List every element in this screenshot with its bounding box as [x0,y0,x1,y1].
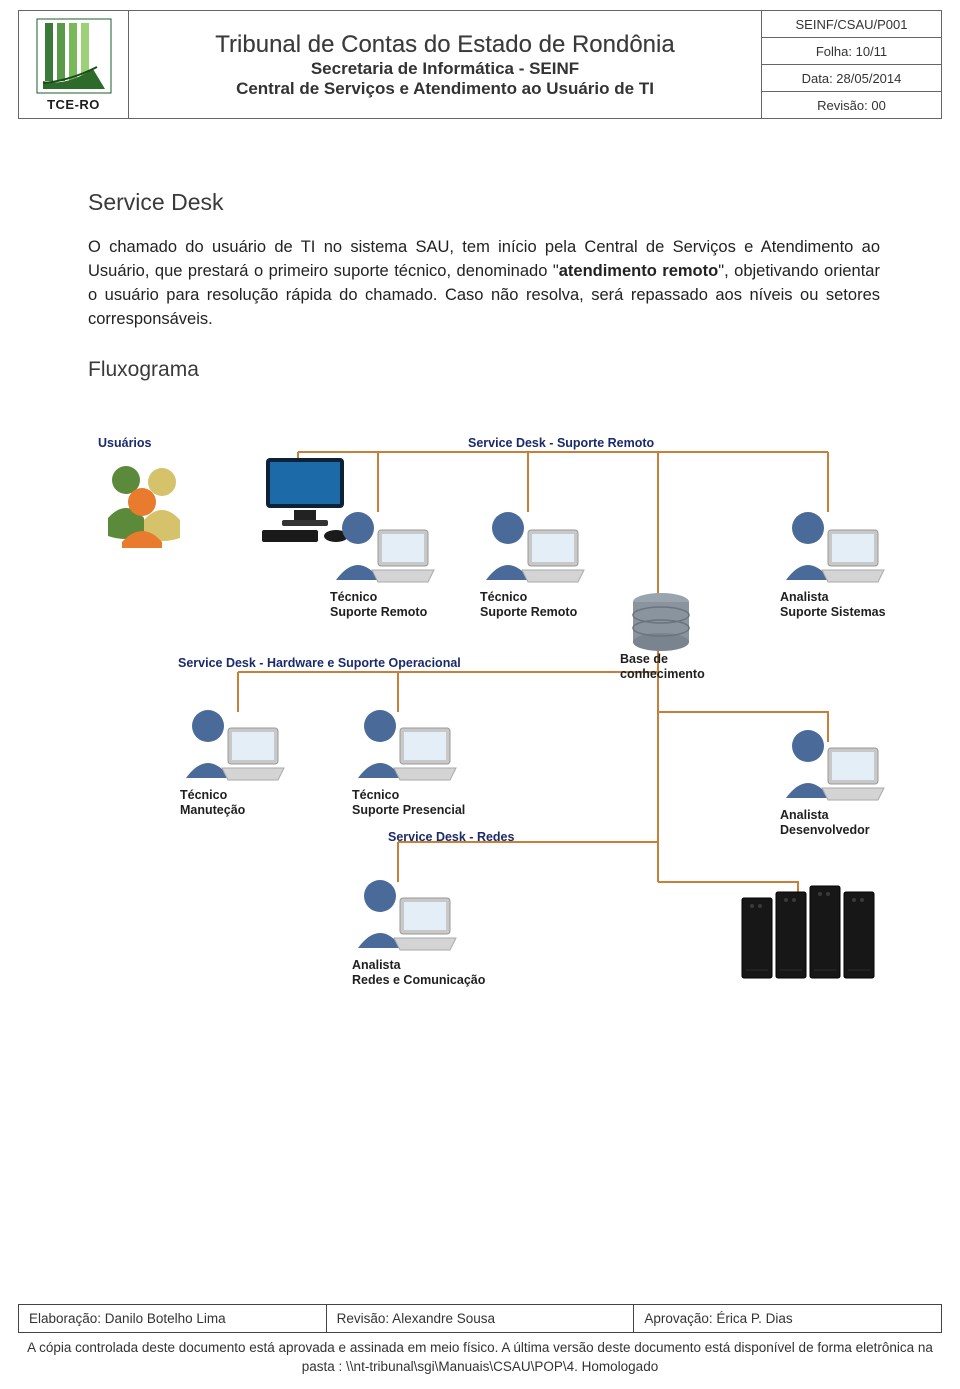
label-tec-remoto-2: Técnico Suporte Remoto [480,590,577,621]
label-analista-dev: Analista Desenvolvedor [780,808,870,839]
logo-caption: TCE-RO [47,97,100,112]
footer-revisao: Revisão: Alexandre Sousa [326,1305,634,1333]
doc-id: SEINF/CSAU/P001 [762,11,941,38]
meta-cell: SEINF/CSAU/P001 Folha: 10/11 Data: 28/05… [761,11,941,118]
label-base-conhec: Base de conhecimento [620,652,705,683]
service-desk-diagram: Usuários [98,412,918,1032]
footer-aprovacao: Aprovação: Érica P. Dias [634,1305,942,1333]
footer-table: Elaboração: Danilo Botelho Lima Revisão:… [18,1304,942,1333]
org-subtitle-1: Secretaria de Informática - SEINF [311,59,579,79]
label-tec-remoto-1: Técnico Suporte Remoto [330,590,427,621]
tce-ro-logo-icon [35,17,113,95]
section-paragraph: O chamado do usuário de TI no sistema SA… [88,236,880,332]
fluxograma-heading: Fluxograma [88,358,880,382]
label-tec-manut: Técnico Manuteção [180,788,245,819]
title-cell: Tribunal de Contas do Estado de Rondônia… [129,11,761,118]
section-heading: Service Desk [88,189,880,216]
para-bold: atendimento remoto [559,262,719,280]
label-usuarios: Usuários [98,436,152,452]
document-header: TCE-RO Tribunal de Contas do Estado de R… [18,10,942,119]
label-analista-sistemas: Analista Suporte Sistemas [780,590,886,621]
org-subtitle-2: Central de Serviços e Atendimento ao Usu… [236,79,654,99]
label-tec-presencial: Técnico Suporte Presencial [352,788,465,819]
label-sd-redes: Service Desk - Redes [388,830,514,846]
doc-revisao: Revisão: 00 [762,92,941,118]
footer-note: A cópia controlada deste documento está … [18,1339,942,1377]
label-sd-remoto: Service Desk - Suporte Remoto [468,436,654,452]
document-footer: Elaboração: Danilo Botelho Lima Revisão:… [18,1304,942,1377]
document-body: Service Desk O chamado do usuário de TI … [0,119,960,1032]
footer-elaboracao: Elaboração: Danilo Botelho Lima [19,1305,327,1333]
doc-data: Data: 28/05/2014 [762,65,941,92]
doc-folha: Folha: 10/11 [762,38,941,65]
label-analista-redes: Analista Redes e Comunicação [352,958,485,989]
logo-cell: TCE-RO [19,11,129,118]
label-sd-hw: Service Desk - Hardware e Suporte Operac… [178,656,461,672]
org-title: Tribunal de Contas do Estado de Rondônia [215,31,674,59]
